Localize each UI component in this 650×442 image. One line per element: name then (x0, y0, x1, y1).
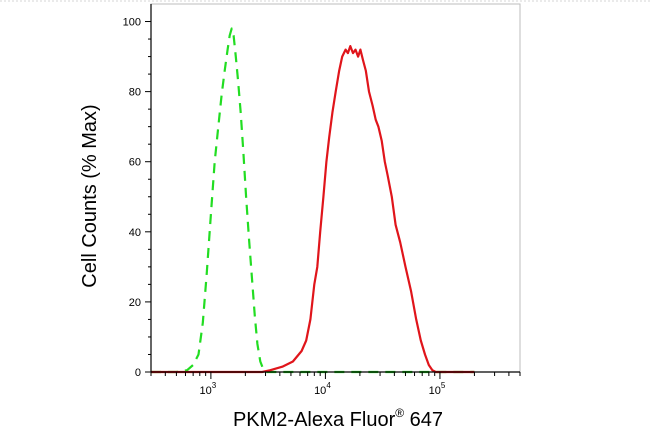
plot-frame (150, 3, 521, 373)
y-axis-label: Cell Counts (% Max) (79, 104, 101, 287)
x-axis-label-suffix: 647 (404, 409, 443, 431)
y-tick-label-2: 40 (129, 227, 141, 239)
y-tick-label-1: 20 (129, 297, 141, 309)
x-tick-label-0: 103 (200, 381, 217, 397)
y-ticks: 0 20 40 60 80 100 (123, 17, 151, 379)
x-tick-label-2: 105 (429, 381, 446, 397)
series-layer (151, 27, 475, 374)
y-tick-label-0: 0 (135, 367, 141, 379)
x-axis-label-registered: ® (395, 406, 404, 420)
series-line-0 (151, 27, 475, 374)
series-line-1 (151, 45, 475, 374)
x-axis-label: PKM2-Alexa Fluor® 647 (233, 406, 443, 431)
x-axis-label-prefix: PKM2-Alexa Fluor (233, 409, 396, 431)
y-tick-label-3: 60 (129, 157, 141, 169)
y-tick-label-5: 100 (123, 17, 141, 29)
y-tick-label-4: 80 (129, 87, 141, 99)
x-ticks: 103 104 105 (150, 372, 521, 397)
x-tick-label-1: 104 (314, 381, 331, 397)
